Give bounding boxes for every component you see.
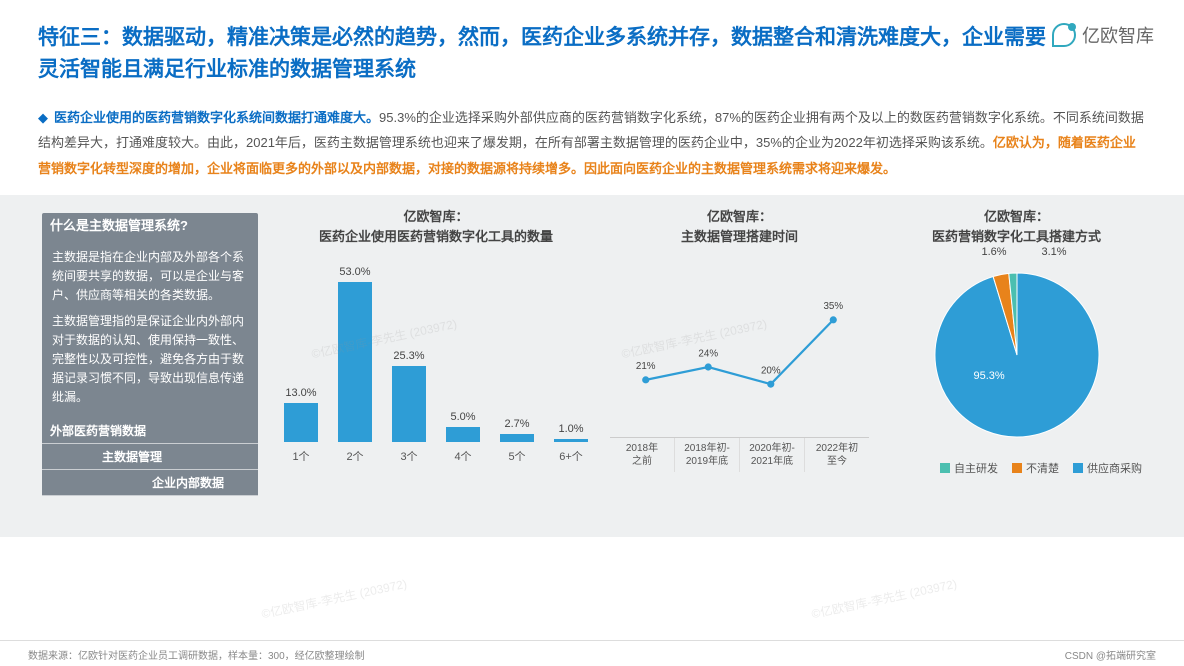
bar-label: 2个 (346, 448, 363, 464)
chart2-title: 主数据管理搭建时间 (681, 229, 798, 244)
chart3-title: 医药营销数字化工具搭建方式 (932, 229, 1101, 244)
intro-lead: 医药企业使用的医药营销数字化系统间数据打通难度大。 (54, 110, 379, 125)
legend-swatch (1012, 463, 1022, 473)
chart3-src: 亿欧智库： (984, 209, 1049, 224)
pie-chart: 亿欧智库： 医药营销数字化工具搭建方式 95.3% 1.6% 3.1% 自主研发 … (887, 207, 1146, 525)
line-xlabel: 2020年初-2021年底 (740, 438, 805, 472)
legend-label: 供应商采购 (1087, 460, 1142, 476)
pie-label-main: 95.3% (974, 370, 1005, 382)
chart1-src: 亿欧智库： (403, 209, 468, 224)
bar-rect (392, 366, 426, 442)
bar-value: 1.0% (558, 423, 583, 435)
legend-swatch (1073, 463, 1083, 473)
bar-rect (500, 434, 534, 442)
bar-chart: 亿欧智库： 医药企业使用医药营销数字化工具的数量 13.0% 1个 53.0% 2… (280, 207, 592, 525)
bar-value: 5.0% (450, 411, 475, 423)
bar-rect (446, 427, 480, 442)
page-title: 特征三：数据驱动，精准决策是必然的趋势，然而，医药企业多系统并存，数据整合和清洗… (38, 22, 1054, 85)
legend-item: 不清楚 (1012, 460, 1059, 476)
pie-label-2: 3.1% (1042, 246, 1067, 258)
brand-logo-icon (1052, 23, 1076, 47)
sidebar-title: 什么是主数据管理系统? (42, 215, 258, 234)
chart1-title: 医药企业使用医药营销数字化工具的数量 (319, 229, 553, 244)
legend-swatch (940, 463, 950, 473)
footer-attr: CSDN @拓端研究室 (1065, 647, 1156, 662)
sidebar-p1: 主数据是指在企业内部及外部各个系统间要共享的数据，可以是企业与客户、供应商等相关… (52, 248, 248, 306)
pie-legend: 自主研发 不清楚 供应商采购 (887, 460, 1146, 476)
bar-label: 1个 (292, 448, 309, 464)
pie-svg (922, 260, 1112, 450)
legend-item: 供应商采购 (1073, 460, 1142, 476)
svg-text:24%: 24% (698, 348, 718, 359)
line-chart: 亿欧智库： 主数据管理搭建时间 21% 24% 20% 35% 2018年之前2018年… (610, 207, 869, 525)
line-svg: 21% 24% 20% 35% (610, 272, 869, 432)
bullet-diamond: ◆ (38, 110, 48, 125)
sidebar-tag: 外部医药营销数据 (42, 418, 258, 444)
bar-rect (554, 439, 588, 442)
sidebar-p2: 主数据管理指的是保证企业内外部内对于数据的认知、使用保持一致性、完整性以及可控性… (52, 312, 248, 408)
bar-plot: 13.0% 1个 53.0% 2个 25.3% 3个 5.0% 4个 2.7% … (280, 254, 592, 464)
bar-value: 25.3% (393, 350, 424, 362)
bar-rect (338, 282, 372, 442)
charts-row: 什么是主数据管理系统? 主数据是指在企业内部及外部各个系统间要共享的数据，可以是… (0, 195, 1184, 537)
bar-value: 2.7% (504, 418, 529, 430)
sidebar-tag: 企业内部数据 (42, 470, 258, 496)
header: 特征三：数据驱动，精准决策是必然的趋势，然而，医药企业多系统并存，数据整合和清洗… (0, 0, 1184, 97)
intro-paragraph: ◆医药企业使用的医药营销数字化系统间数据打通难度大。95.3%的企业选择采购外部… (0, 97, 1184, 195)
legend-label: 不清楚 (1026, 460, 1059, 476)
bar-rect (284, 403, 318, 442)
bar-label: 4个 (454, 448, 471, 464)
bar-label: 6+个 (559, 448, 583, 464)
line-xaxis: 2018年之前2018年初-2019年底2020年初-2021年底2022年初至… (610, 437, 869, 472)
svg-text:20%: 20% (761, 365, 781, 376)
brand-logo-text: 亿欧智库 (1082, 22, 1154, 48)
svg-text:35%: 35% (823, 301, 843, 312)
legend-label: 自主研发 (954, 460, 998, 476)
bar-value: 13.0% (285, 387, 316, 399)
bar-col: 1.0% 6+个 (550, 423, 592, 464)
bar-col: 25.3% 3个 (388, 350, 430, 464)
svg-text:21%: 21% (636, 361, 656, 372)
bar-label: 5个 (508, 448, 525, 464)
bar-value: 53.0% (339, 266, 370, 278)
sidebar: 什么是主数据管理系统? 主数据是指在企业内部及外部各个系统间要共享的数据，可以是… (38, 207, 262, 525)
bar-col: 2.7% 5个 (496, 418, 538, 464)
bar-label: 3个 (400, 448, 417, 464)
line-plot: 21%24%20%35% 2018年之前2018年初-2019年底2020年初-… (610, 254, 869, 464)
pie-label-1: 1.6% (982, 246, 1007, 258)
sidebar-tags: 外部医药营销数据 主数据管理 企业内部数据 (42, 418, 258, 496)
sidebar-tag: 主数据管理 (42, 444, 258, 470)
footer-source: 数据来源：亿欧针对医药企业员工调研数据，样本量：300，经亿欧整理绘制 (28, 647, 365, 662)
pie-plot: 95.3% 1.6% 3.1% (922, 260, 1112, 450)
bar-col: 5.0% 4个 (442, 411, 484, 464)
line-xlabel: 2018年初-2019年底 (675, 438, 740, 472)
footer: 数据来源：亿欧针对医药企业员工调研数据，样本量：300，经亿欧整理绘制 CSDN… (0, 640, 1184, 662)
bar-col: 53.0% 2个 (334, 266, 376, 464)
bar-col: 13.0% 1个 (280, 387, 322, 464)
line-xlabel: 2022年初至今 (805, 438, 869, 472)
watermark: ©亿欧智库-李先生 (203972) (810, 575, 959, 622)
legend-item: 自主研发 (940, 460, 998, 476)
chart2-src: 亿欧智库： (707, 209, 772, 224)
watermark: ©亿欧智库-李先生 (203972) (260, 575, 409, 622)
line-xlabel: 2018年之前 (610, 438, 675, 472)
brand-logo: 亿欧智库 (1052, 22, 1154, 48)
